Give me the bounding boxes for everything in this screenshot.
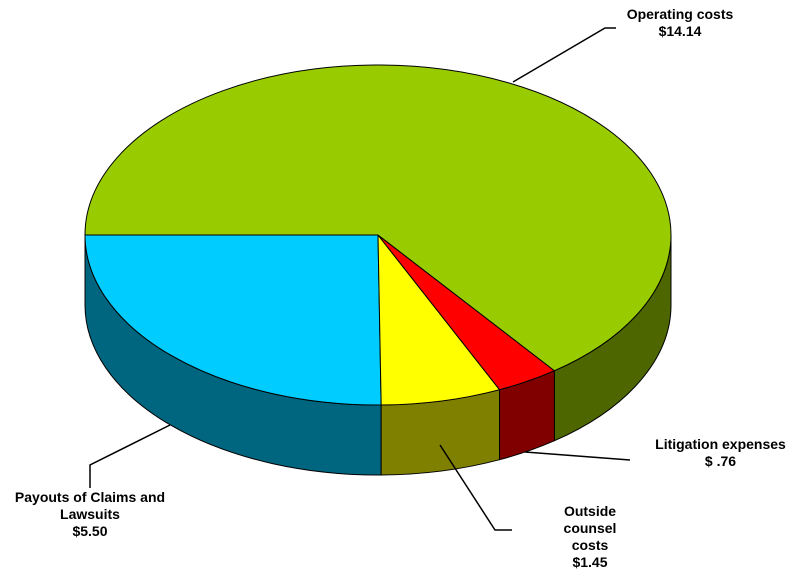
leader-line: [439, 444, 512, 531]
value-label: $ .76: [704, 453, 737, 469]
category-name: Operating costs: [626, 6, 734, 22]
slice: [84, 64, 672, 372]
slice: [377, 233, 501, 406]
value-label: $14.14: [658, 23, 702, 39]
category-name: Payouts of Claims and Lawsuits: [14, 489, 166, 522]
slice: [84, 234, 382, 406]
slice-label: Outside counsel costs $1.45: [515, 503, 665, 569]
leader-line: [512, 27, 616, 83]
leader-line: [89, 424, 171, 488]
value-label: $1.45: [572, 554, 608, 569]
slice-label: Operating costs $14.14: [600, 6, 760, 40]
category-name: Litigation expenses: [655, 436, 786, 452]
category-name: Outside counsel costs: [563, 503, 617, 553]
leader-line: [524, 451, 631, 461]
slice-label: Litigation expenses $ .76: [633, 436, 808, 470]
slice-label: Payouts of Claims and Lawsuits $5.50: [10, 489, 170, 540]
value-label: $5.50: [72, 523, 108, 539]
